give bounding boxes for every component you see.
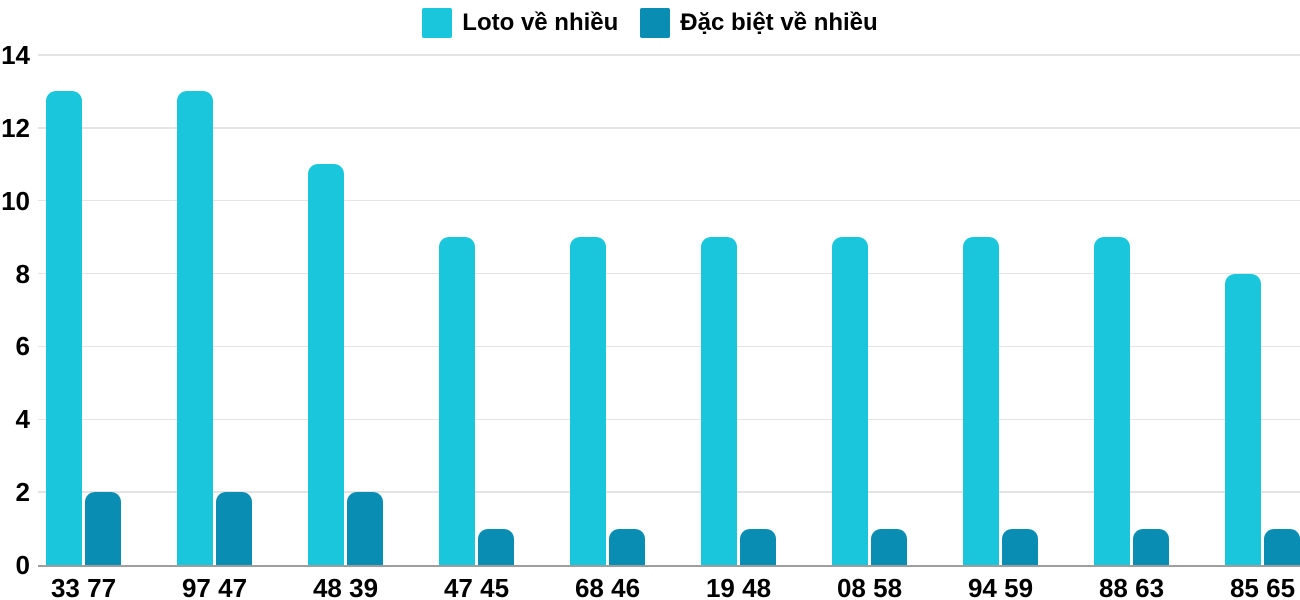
legend-item-1[interactable]: Đặc biệt về nhiều [640,8,878,38]
bar-group-85-65: 85 65 [1225,55,1300,600]
x-axis-line [38,565,1300,567]
chart-legend: Loto về nhiều Đặc biệt về nhiều [0,8,1300,38]
gridline-y-2 [38,491,1300,493]
gridline-y-12 [38,127,1300,129]
gridline-y-14 [38,54,1300,56]
x-tick-label: 88 63 [1098,573,1165,600]
legend-swatch-icon [640,8,671,38]
bar-group-08-58: 08 58 [832,55,907,600]
bar-dacbiet-33-77[interactable] [85,492,121,565]
y-tick-label: 12 [1,112,30,143]
y-tick-label: 14 [1,40,30,70]
bar-loto-88-63[interactable] [1094,237,1130,565]
x-tick-label: 97 47 [181,573,248,600]
bar-loto-33-77[interactable] [46,91,82,565]
bar-dacbiet-94-59[interactable] [1002,528,1038,565]
y-tick-label: 8 [15,258,30,289]
gridline-y-4 [38,418,1300,421]
x-tick-label: 85 65 [1229,573,1296,600]
bar-group-68-46: 68 46 [570,55,645,600]
x-tick-label: 08 58 [836,573,903,600]
bar-dacbiet-48-39[interactable] [347,492,383,565]
x-tick-label: 33 77 [50,573,117,600]
y-tick-label: 10 [1,185,30,216]
bar-loto-08-58[interactable] [832,237,868,565]
bar-group-88-63: 88 63 [1094,55,1169,600]
gridline-y-6 [38,345,1300,348]
legend-label: Loto về nhiều [462,9,619,36]
bar-loto-68-46[interactable] [570,237,606,565]
y-tick-label: 4 [15,404,30,435]
bar-loto-97-47[interactable] [177,91,213,565]
bar-dacbiet-68-46[interactable] [609,528,645,565]
bar-loto-19-48[interactable] [701,237,737,565]
y-tick-label: 2 [15,477,30,508]
y-tick-label: 6 [15,331,30,362]
bar-loto-48-39[interactable] [308,164,344,565]
bar-dacbiet-47-45[interactable] [478,528,514,565]
bar-group-48-39: 48 39 [308,55,383,600]
gridline-y-8 [38,272,1300,275]
bar-dacbiet-19-48[interactable] [740,528,776,565]
bars-area: 33 77 97 47 48 39 47 45 68 46 19 48 08 58 94 59… [40,55,1300,600]
legend-label: Đặc biệt về nhiều [680,9,878,36]
bar-dacbiet-08-58[interactable] [871,528,907,565]
bar-group-33-77: 33 77 [46,55,121,600]
legend-swatch-icon [422,8,453,38]
bar-group-19-48: 19 48 [701,55,776,600]
bar-loto-94-59[interactable] [963,237,999,565]
bar-group-94-59: 94 59 [963,55,1038,600]
x-tick-label: 68 46 [574,573,641,600]
x-tick-label: 19 48 [705,573,772,600]
x-tick-label: 47 45 [443,573,510,600]
bar-dacbiet-97-47[interactable] [216,492,252,565]
gridline-y-10 [38,199,1300,202]
y-tick-label: 0 [15,550,30,580]
x-tick-label: 94 59 [967,573,1034,600]
bar-loto-85-65[interactable] [1225,273,1261,565]
legend-item-0[interactable]: Loto về nhiều [422,8,618,38]
bar-dacbiet-88-63[interactable] [1133,528,1169,565]
bar-group-47-45: 47 45 [439,55,514,600]
x-tick-label: 48 39 [312,573,379,600]
bar-dacbiet-85-65[interactable] [1264,528,1300,565]
bar-group-97-47: 97 47 [177,55,252,600]
bar-loto-47-45[interactable] [439,237,475,565]
